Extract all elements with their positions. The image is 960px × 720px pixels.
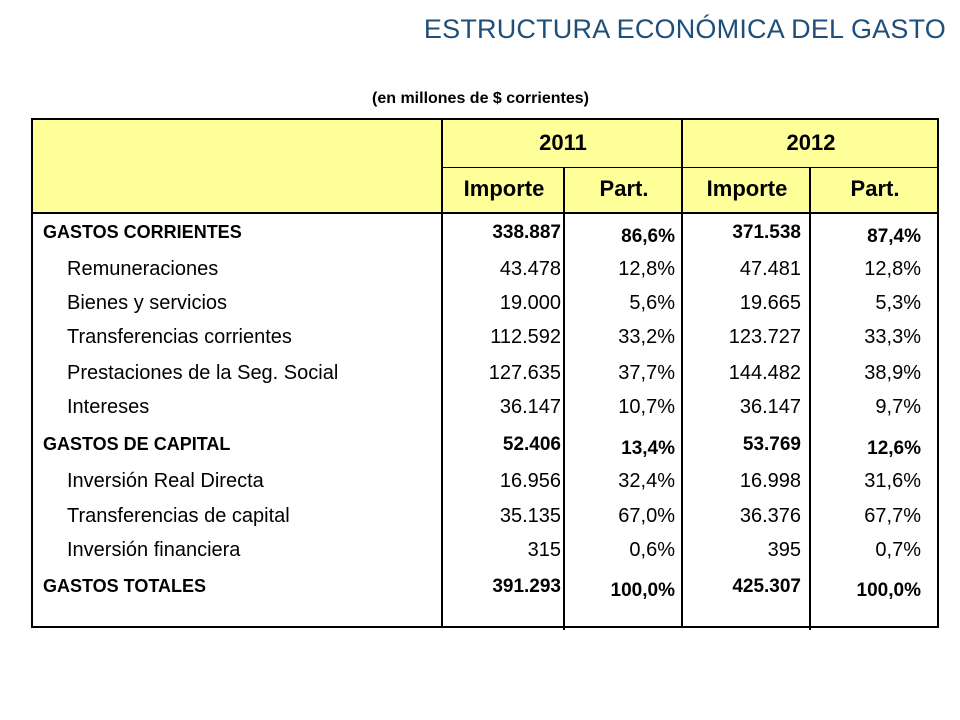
importe-2012-cell: 19.665: [739, 292, 801, 314]
table-row: GASTOS TOTALES 391.293 100,0% 425.307 100,0%: [33, 576, 937, 612]
table-row: Transferencias de capital 35.135 67,0% 36.3…: [33, 505, 937, 541]
year-2011-header: 2011: [539, 130, 587, 155]
part-2012-cell: 12,6%: [867, 438, 921, 459]
importe-2011-cell: 127.635: [488, 362, 561, 384]
importe-2011-cell: 19.000: [499, 292, 561, 314]
part-2011-cell: 10,7%: [618, 396, 675, 418]
importe-2011-cell: 391.293: [492, 576, 561, 597]
part-2012-cell: 12,8%: [864, 258, 921, 280]
importe-2012-cell: 47.481: [739, 258, 801, 280]
table-row: Inversión financiera 315 0,6% 395 0,7%: [33, 539, 937, 575]
table-row: Inversión Real Directa 16.956 32,4% 16.998 3…: [33, 470, 937, 506]
part-2011-cell: 33,2%: [618, 326, 675, 348]
col-importe-2012: Importe: [706, 176, 788, 201]
part-2012-cell: 67,7%: [864, 505, 921, 527]
table-row: Prestaciones de la Seg. Social 127.635 37,…: [33, 362, 937, 398]
importe-2012-cell: 395: [767, 539, 801, 561]
importe-2011-cell: 36.147: [499, 396, 561, 418]
row-label: Intereses: [67, 396, 150, 418]
part-2012-cell: 0,7%: [875, 539, 921, 561]
table-row: Transferencias corrientes 112.592 33,2% 123…: [33, 326, 937, 362]
importe-2012-cell: 144.482: [728, 362, 801, 384]
part-2011-cell: 12,8%: [618, 258, 675, 280]
row-label: GASTOS CORRIENTES: [43, 222, 242, 242]
table-row: Intereses 36.147 10,7% 36.147 9,7%: [33, 396, 937, 432]
importe-2012-cell: 16.998: [739, 470, 801, 492]
row-label: GASTOS DE CAPITAL: [43, 434, 231, 454]
divider-2011-sub: [563, 168, 565, 630]
importe-2011-cell: 112.592: [490, 326, 561, 348]
importe-2012-cell: 425.307: [732, 576, 801, 597]
table-row: Remuneraciones 43.478 12,8% 47.481 12,8%: [33, 258, 937, 294]
row-label: Inversión Real Directa: [67, 470, 264, 492]
table-row: Bienes y servicios 19.000 5,6% 19.665 5,3%: [33, 292, 937, 328]
importe-2012-cell: 36.147: [739, 396, 801, 418]
importe-2011-cell: 16.956: [499, 470, 561, 492]
table-subtitle: (en millones de $ corrientes): [372, 90, 589, 107]
part-2011-cell: 100,0%: [610, 580, 675, 601]
row-label: Transferencias de capital: [67, 505, 290, 527]
table-row: GASTOS DE CAPITAL 52.406 13,4% 53.769 12,6%: [33, 434, 937, 470]
importe-2012-cell: 123.727: [728, 326, 801, 348]
part-2011-cell: 67,0%: [618, 505, 675, 527]
col-importe-2011: Importe: [463, 176, 545, 201]
importe-2011-cell: 315: [527, 539, 561, 561]
row-label: Inversión financiera: [67, 539, 241, 561]
part-2012-cell: 5,3%: [875, 292, 921, 314]
importe-2011-cell: 338.887: [492, 222, 561, 243]
year-2012-header: 2012: [786, 130, 836, 155]
row-label: GASTOS TOTALES: [43, 576, 207, 596]
part-2011-cell: 37,7%: [618, 362, 675, 384]
importe-2012-cell: 53.769: [742, 434, 801, 455]
part-2011-cell: 86,6%: [621, 226, 675, 247]
importe-2011-cell: 52.406: [502, 434, 561, 455]
part-2012-cell: 33,3%: [864, 326, 921, 348]
importe-2011-cell: 43.478: [499, 258, 561, 280]
part-2011-cell: 32,4%: [618, 470, 675, 492]
row-label: Remuneraciones: [67, 258, 219, 280]
part-2011-cell: 13,4%: [621, 438, 675, 459]
divider-label-col: [441, 120, 443, 626]
divider-year-col: [681, 120, 683, 626]
table-row: GASTOS CORRIENTES 338.887 86,6% 371.538 87,4…: [33, 222, 937, 258]
part-2011-cell: 5,6%: [629, 292, 675, 314]
part-2012-cell: 9,7%: [875, 396, 921, 418]
header-divider: [441, 167, 939, 168]
part-2011-cell: 0,6%: [629, 539, 675, 561]
col-part-2011: Part.: [599, 176, 649, 201]
row-label: Transferencias corrientes: [67, 326, 292, 348]
row-label: Prestaciones de la Seg. Social: [67, 362, 339, 384]
page-title: ESTRUCTURA ECONÓMICA DEL GASTO: [423, 14, 946, 44]
part-2012-cell: 31,6%: [864, 470, 921, 492]
part-2012-cell: 87,4%: [867, 226, 921, 247]
importe-2012-cell: 36.376: [739, 505, 801, 527]
part-2012-cell: 38,9%: [864, 362, 921, 384]
importe-2012-cell: 371.538: [732, 222, 801, 243]
divider-2012-sub: [809, 168, 811, 630]
row-label: Bienes y servicios: [67, 292, 228, 314]
col-part-2012: Part.: [850, 176, 900, 201]
part-2012-cell: 100,0%: [856, 580, 921, 601]
expense-table: 2011 2012 Importe Part. Importe Part. GA…: [31, 118, 939, 630]
importe-2011-cell: 35.135: [499, 505, 561, 527]
